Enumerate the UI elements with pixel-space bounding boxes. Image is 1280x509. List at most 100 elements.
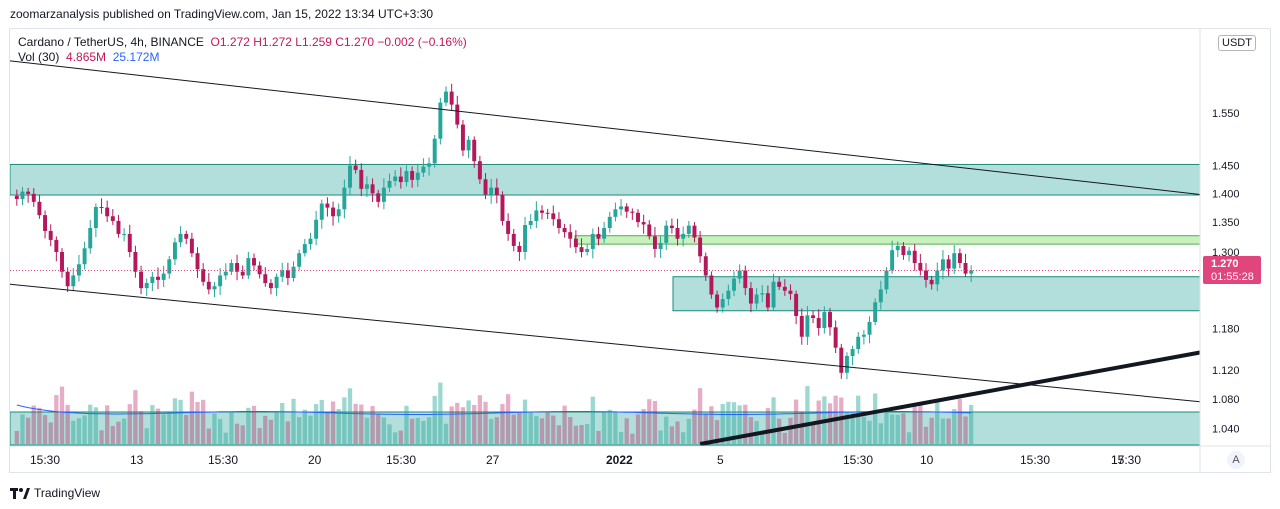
price-chart[interactable]: 1.550 1.450 1.400 1.350 1.300 1.180 1.120 1.080… [10,29,1270,472]
auto-scale-button[interactable]: A [1227,451,1245,469]
candle-body [105,207,110,217]
candle-body [291,266,296,278]
volume-bar [901,413,906,444]
volume-bar [14,430,19,444]
candle-body [364,184,369,189]
time-tick-label: 15:30 [208,453,238,467]
candle-body [184,233,189,239]
candle-body [88,227,93,249]
volume-bar [347,388,353,444]
candle-body [31,193,36,202]
candle-body [43,215,48,231]
volume-bar [912,403,917,444]
legend-volume-label[interactable]: Vol (30) [18,50,60,64]
legend-volume-value: 4.865M [66,50,107,64]
volume-bar [460,407,466,444]
volume-bar [873,393,878,444]
candle-body [726,290,731,300]
candle-body [494,187,499,196]
volume-bar [223,432,228,444]
volume-bar [692,409,697,444]
volume-bar [601,411,607,444]
volume-bar [613,411,618,444]
candle-body [952,253,957,269]
volume-bar [229,412,234,444]
candle-body [342,187,347,210]
time-tick-label: 10 [920,453,934,467]
candle-body [901,245,906,256]
volume-bar [850,411,855,444]
candle-body [167,259,172,274]
volume-bar [844,411,850,444]
volume-bar [438,382,443,444]
candle-body [517,245,522,252]
volume-bar [686,418,691,444]
volume-bar [489,418,494,444]
volume-bar [54,395,59,444]
candle-body [732,278,736,291]
candle-body [195,253,200,270]
candle-body [850,349,855,356]
volume-bar [415,417,420,444]
volume-bar [477,395,483,444]
candle-body [415,172,420,180]
candle-body [613,209,618,217]
volume-bar [952,409,957,444]
volume-bar [189,391,195,444]
candle-body [353,165,358,170]
volume-bar [810,423,816,444]
candle-body [404,171,409,183]
volume-bar [234,423,240,444]
price-tick-label: 1.400 [1212,188,1240,200]
volume-bar [596,430,601,444]
volume-bar [20,414,25,444]
volume-bar [748,417,754,444]
volume-bar [195,401,200,444]
price-tick-label: 1.040 [1212,424,1240,436]
time-tick-label: 15:30 [1020,453,1050,467]
volume-bar [116,421,121,444]
volume-bar [263,415,268,444]
currency-button[interactable]: USDT [1218,35,1256,51]
candle-body [873,302,878,322]
candle-body [540,210,544,213]
candle-body [150,276,155,284]
volume-bar [539,418,545,444]
candle-body [675,227,680,239]
volume-bar [297,417,302,444]
candle-body [861,334,866,337]
volume-bar [313,404,319,444]
volume-bar [172,398,178,444]
candle-body [201,269,206,282]
volume-bar [793,399,799,444]
candle-body [387,180,392,188]
volume-bar [466,400,471,444]
candle-body [658,242,663,249]
candle-body [455,104,460,125]
candle-body [669,225,674,228]
volume-bar [505,394,511,444]
volume-bar [150,405,155,444]
candle-body [918,263,923,271]
legend-symbol[interactable]: Cardano / TetherUS, 4h, BINANCE [18,35,204,49]
candle-body [839,347,844,373]
volume-bar [669,426,675,444]
tradingview-logo-icon [10,487,30,499]
candle-body [562,227,567,233]
candle-body [37,201,42,216]
candle-body [156,276,160,280]
volume-bar [246,407,251,444]
volume-bar [88,404,93,444]
volume-bar [856,395,861,444]
candle-body [26,191,31,194]
candle-body [805,315,810,337]
volume-bar [76,418,82,444]
tradingview-brand[interactable]: TradingView [10,486,100,500]
volume-bar [697,388,703,444]
volume-bar [184,414,189,444]
volume-bar [579,425,584,444]
candle-body [218,275,223,287]
volume-bar [805,386,810,444]
volume-bar [82,415,87,444]
volume-bar [906,432,912,444]
